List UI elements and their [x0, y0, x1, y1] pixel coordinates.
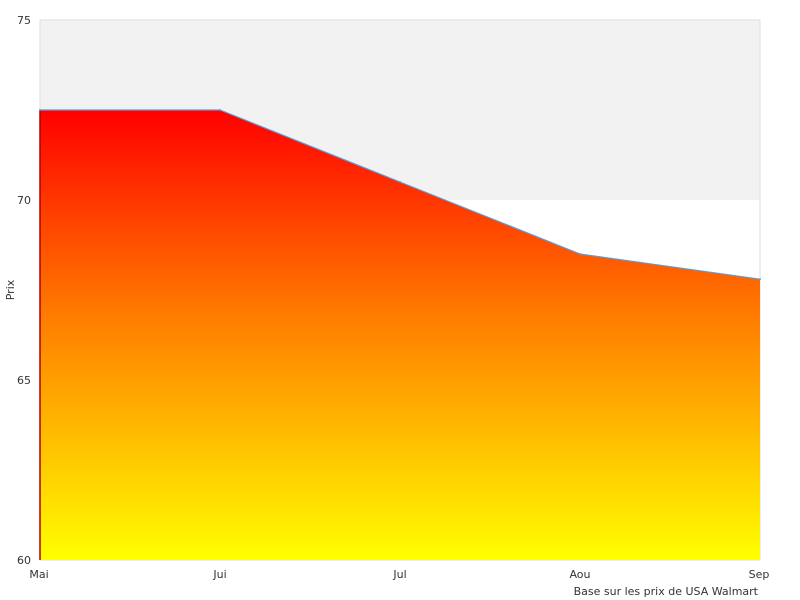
x-tick-label: Jul	[392, 568, 406, 581]
x-tick-label: Jui	[212, 568, 226, 581]
x-tick-label: Mai	[29, 568, 48, 581]
y-tick-label: 60	[17, 554, 31, 567]
data-points	[39, 109, 761, 281]
y-axis-ticks: 60 65 70 75	[17, 14, 31, 567]
x-tick-label: Aou	[569, 568, 590, 581]
y-tick-label: 65	[17, 374, 31, 387]
data-point-sep	[759, 278, 761, 281]
data-point-aou	[579, 253, 581, 255]
x-axis-ticks: Mai Jui Jul Aou Sep	[29, 568, 769, 581]
data-point-mai	[39, 109, 41, 111]
y-tick-label: 70	[17, 194, 31, 207]
data-point-jui	[219, 109, 221, 111]
y-tick-label: 75	[17, 14, 31, 27]
y-axis-title: Prix	[4, 279, 17, 300]
data-point-jul	[399, 181, 401, 183]
series-area	[40, 110, 760, 560]
source-footnote: Base sur les prix de USA Walmart	[574, 585, 759, 598]
x-tick-label: Sep	[749, 568, 770, 581]
